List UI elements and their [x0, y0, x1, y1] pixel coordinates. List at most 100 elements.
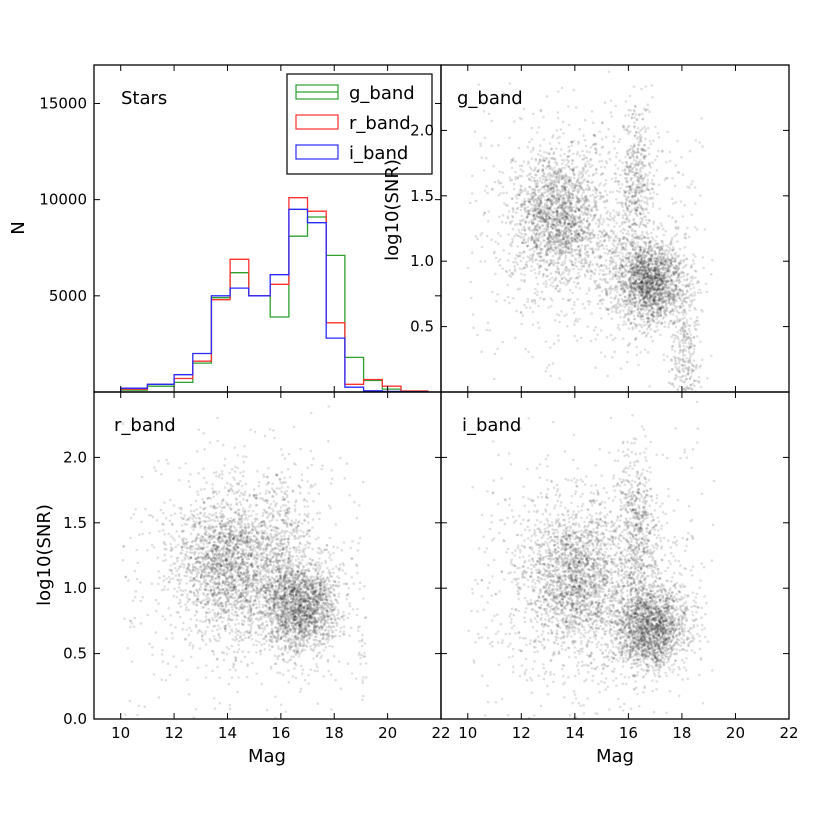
scatter-point — [652, 257, 656, 260]
scatter-point — [669, 320, 672, 323]
scatter-point — [591, 206, 594, 210]
scatter-point — [646, 174, 649, 177]
scatter-point — [563, 186, 566, 190]
scatter-point — [543, 239, 546, 243]
scatter-point — [694, 255, 697, 258]
scatter-point — [654, 158, 657, 162]
scatter-point — [580, 176, 584, 179]
scatter-point — [655, 273, 659, 276]
scatter-point — [547, 164, 551, 167]
scatter-point — [658, 307, 661, 311]
scatter-point — [579, 224, 583, 228]
scatter-point — [550, 236, 553, 239]
scatter-point — [479, 141, 482, 145]
scatter-point — [628, 192, 631, 195]
scatter-point — [623, 289, 627, 292]
scatter-point — [659, 307, 663, 311]
scatter-point — [575, 221, 578, 225]
scatter-point — [664, 244, 668, 247]
scatter-point — [543, 198, 547, 202]
scatter-point — [628, 156, 632, 160]
scatter-point — [666, 292, 669, 296]
scatter-point — [654, 288, 658, 292]
scatter-point — [586, 255, 590, 258]
scatter-point — [673, 319, 676, 323]
scatter-point — [589, 269, 592, 272]
scatter-point — [555, 175, 559, 178]
scatter-point — [527, 212, 530, 215]
scatter-point — [661, 288, 665, 291]
scatter-point — [587, 224, 591, 227]
scatter-point — [570, 260, 574, 263]
scatter-point — [567, 178, 571, 181]
scatter-point — [511, 237, 514, 241]
scatter-point — [681, 327, 684, 331]
scatter-point — [535, 239, 539, 243]
scatter-point — [635, 200, 639, 203]
scatter-point — [592, 173, 596, 176]
scatter-point — [639, 246, 642, 249]
panel-histogram: Stars N g_band r_band i_band — [8, 73, 433, 393]
scatter-point — [578, 215, 582, 219]
scatter-point — [547, 240, 550, 244]
scatter-point — [534, 225, 538, 228]
scatter-point — [658, 287, 662, 290]
scatter-point — [482, 169, 486, 172]
scatter-point — [553, 207, 556, 210]
scatter-point — [611, 310, 614, 313]
legend-patch-g-band — [295, 84, 339, 100]
scatter-point — [600, 121, 604, 124]
scatter-point — [637, 284, 641, 287]
g-band-plot-area — [466, 70, 714, 392]
scatter-point — [679, 259, 683, 262]
scatter-point — [602, 273, 606, 276]
scatter-point — [655, 276, 658, 280]
scatter-point — [644, 242, 647, 246]
scatter-point — [523, 303, 526, 307]
scatter-point — [565, 265, 568, 269]
scatter-point — [653, 277, 656, 280]
scatter-point — [543, 230, 546, 233]
scatter-point — [546, 220, 549, 224]
scatter-point — [574, 258, 578, 262]
scatter-point — [673, 334, 676, 337]
scatter-point — [546, 222, 550, 226]
scatter-point — [682, 359, 686, 363]
scatter-point — [658, 288, 662, 291]
scatter-point — [639, 220, 643, 224]
scatter-point — [625, 128, 629, 132]
scatter-point — [652, 280, 656, 284]
scatter-point — [693, 306, 696, 310]
scatter-point — [642, 260, 646, 263]
scatter-point — [557, 206, 561, 209]
scatter-point — [545, 218, 549, 222]
scatter-point — [659, 313, 663, 317]
scatter-point — [595, 187, 598, 191]
scatter-point — [635, 206, 638, 209]
scatter-point — [604, 135, 608, 139]
scatter-point — [618, 311, 621, 315]
scatter-point — [573, 235, 577, 238]
scatter-point — [536, 282, 540, 286]
scatter-point — [534, 245, 538, 249]
scatter-point — [647, 286, 650, 290]
scatter-point — [633, 208, 637, 211]
scatter-point — [650, 236, 654, 239]
scatter-point — [565, 237, 569, 241]
scatter-point — [572, 183, 576, 186]
scatter-point — [516, 255, 520, 258]
scatter-point — [522, 236, 525, 239]
scatter-point — [665, 253, 669, 256]
scatter-point — [515, 253, 519, 257]
scatter-point — [661, 287, 665, 291]
scatter-point — [598, 229, 601, 233]
scatter-point — [636, 163, 639, 167]
scatter-point — [581, 232, 584, 236]
scatter-point — [559, 249, 562, 252]
scatter-point — [623, 169, 627, 172]
scatter-point — [594, 151, 598, 155]
scatter-point — [516, 176, 520, 180]
scatter-point — [632, 318, 636, 321]
scatter-point — [535, 207, 538, 211]
scatter-point — [659, 283, 662, 287]
